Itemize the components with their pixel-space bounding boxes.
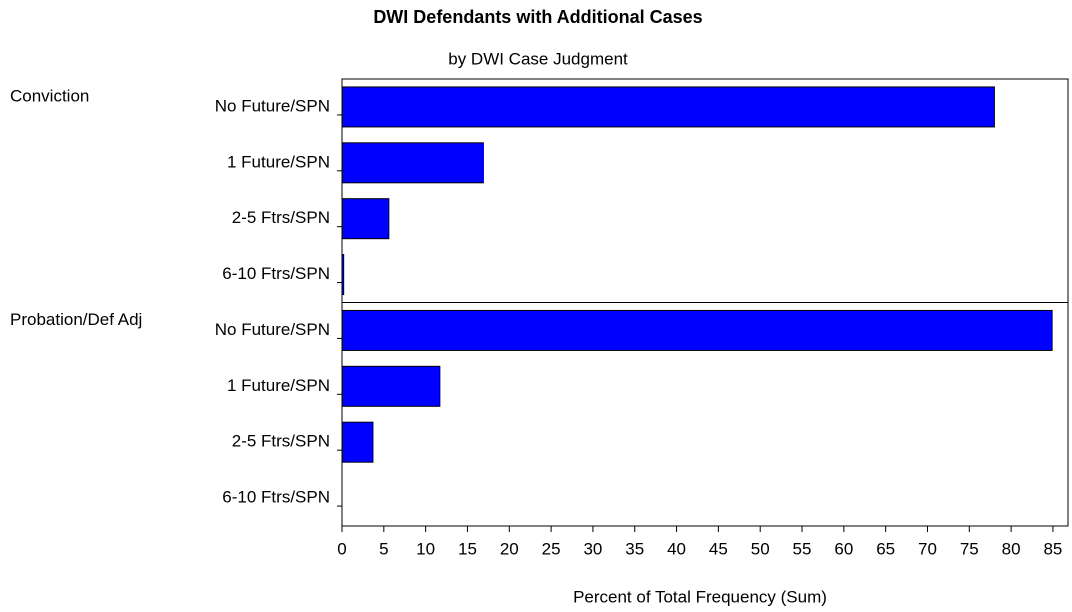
x-tick-label: 75 bbox=[960, 539, 979, 558]
chart-subtitle: by DWI Case Judgment bbox=[448, 49, 628, 68]
x-tick-label: 65 bbox=[876, 539, 895, 558]
group-label: Probation/Def Adj bbox=[10, 310, 142, 329]
group-label: Conviction bbox=[10, 86, 89, 105]
x-tick-label: 10 bbox=[416, 539, 435, 558]
x-tick-label: 50 bbox=[751, 539, 770, 558]
x-tick-label: 60 bbox=[834, 539, 853, 558]
x-tick-label: 25 bbox=[542, 539, 561, 558]
x-tick-label: 55 bbox=[793, 539, 812, 558]
y-tick-label: No Future/SPN bbox=[215, 320, 330, 339]
y-tick-label: 2-5 Ftrs/SPN bbox=[232, 432, 330, 451]
x-tick-label: 80 bbox=[1002, 539, 1021, 558]
x-tick-label: 20 bbox=[500, 539, 519, 558]
y-tick-label: 6-10 Ftrs/SPN bbox=[222, 264, 330, 283]
x-tick-label: 85 bbox=[1043, 539, 1062, 558]
x-axis-label: Percent of Total Frequency (Sum) bbox=[573, 587, 827, 606]
y-tick-label: No Future/SPN bbox=[215, 96, 330, 115]
bar bbox=[341, 142, 484, 184]
y-tick-label: 6-10 Ftrs/SPN bbox=[222, 488, 330, 507]
y-tick-label: 2-5 Ftrs/SPN bbox=[232, 208, 330, 227]
x-tick-label: 0 bbox=[337, 539, 346, 558]
bar bbox=[341, 309, 1053, 351]
x-tick-label: 35 bbox=[625, 539, 644, 558]
x-tick-label: 30 bbox=[583, 539, 602, 558]
x-tick-label: 40 bbox=[667, 539, 686, 558]
bar bbox=[341, 421, 374, 463]
bar bbox=[341, 365, 441, 407]
y-tick-label: 1 Future/SPN bbox=[227, 152, 330, 171]
chart-title: DWI Defendants with Additional Cases bbox=[373, 7, 702, 27]
x-tick-label: 5 bbox=[379, 539, 388, 558]
y-tick-label: 1 Future/SPN bbox=[227, 376, 330, 395]
x-tick-label: 70 bbox=[918, 539, 937, 558]
x-tick-label: 45 bbox=[709, 539, 728, 558]
bar bbox=[341, 254, 345, 296]
bar bbox=[341, 198, 390, 240]
x-tick-label: 15 bbox=[458, 539, 477, 558]
bar bbox=[341, 86, 995, 128]
